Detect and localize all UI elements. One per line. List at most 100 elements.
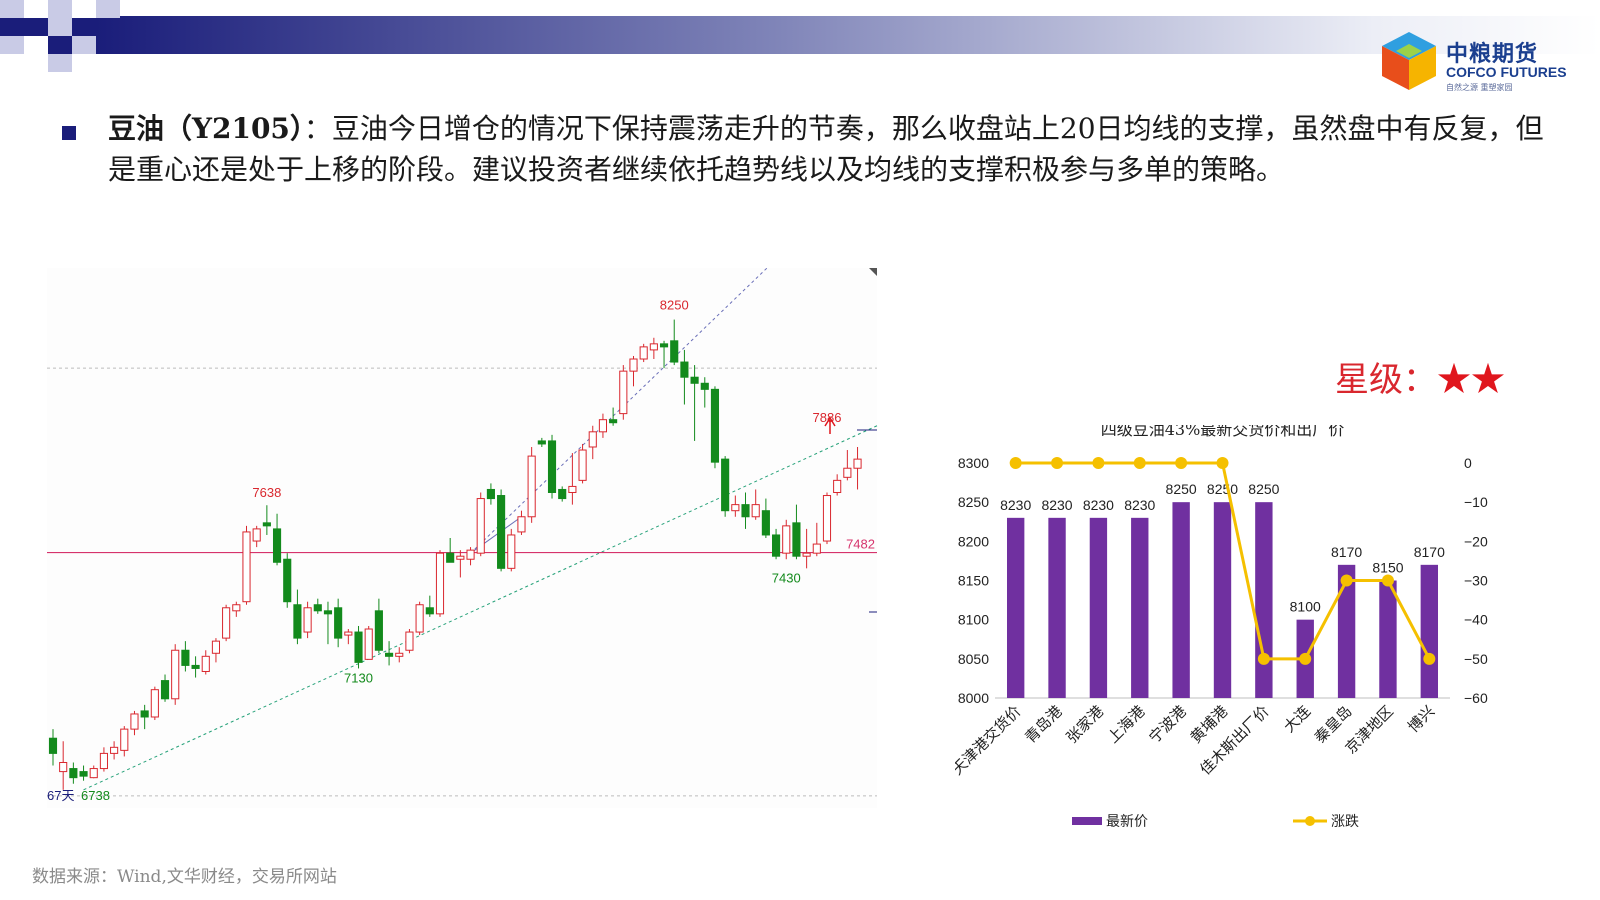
chart-background bbox=[47, 268, 877, 808]
change-point bbox=[1216, 457, 1229, 469]
bar-data-label: 8170 bbox=[1331, 544, 1362, 560]
candle-body bbox=[303, 607, 312, 633]
label-high: 8250 bbox=[660, 298, 689, 313]
candle-body bbox=[69, 768, 78, 779]
bar-data-label: 8250 bbox=[1248, 481, 1279, 497]
candle-body bbox=[110, 746, 119, 754]
trend-line-lower bbox=[83, 425, 878, 791]
bar-data-label: 8250 bbox=[1166, 481, 1197, 497]
up-arrow-icon bbox=[824, 416, 836, 434]
x-category-label: 宁波港 bbox=[1145, 702, 1190, 747]
candle-body bbox=[201, 655, 210, 672]
candle-body bbox=[772, 534, 781, 557]
change-point bbox=[1299, 652, 1312, 665]
y-left-tick-label: 8250 bbox=[958, 494, 989, 510]
candle-body bbox=[853, 458, 862, 469]
candle-body bbox=[293, 604, 302, 639]
bar bbox=[1213, 502, 1232, 698]
candle-body bbox=[690, 376, 699, 384]
candle-body bbox=[262, 522, 271, 527]
label-recent-low: 7430 bbox=[772, 570, 801, 585]
candle-body bbox=[670, 340, 679, 363]
change-point bbox=[1423, 652, 1436, 665]
legend-bar-label: 最新价 bbox=[1106, 814, 1148, 830]
candle-body bbox=[792, 522, 801, 557]
candle-body bbox=[547, 440, 557, 493]
bar bbox=[1379, 580, 1397, 698]
change-point bbox=[1009, 457, 1022, 469]
candle-body bbox=[79, 771, 88, 777]
candle-body bbox=[120, 728, 129, 751]
candle-body bbox=[252, 528, 261, 542]
change-point bbox=[1133, 457, 1146, 469]
bar bbox=[1006, 517, 1025, 698]
candle-body bbox=[527, 455, 536, 518]
candle-body bbox=[48, 737, 58, 754]
change-point bbox=[1051, 457, 1064, 469]
bar-data-label: 8150 bbox=[1372, 560, 1403, 576]
cofco-cube-icon bbox=[1382, 32, 1436, 90]
candle-body bbox=[609, 419, 618, 424]
bar-data-label: 8230 bbox=[1083, 497, 1114, 513]
candle-body bbox=[731, 504, 740, 512]
y-left-tick-label: 8300 bbox=[958, 455, 989, 471]
candle-body bbox=[843, 467, 852, 478]
x-category-label: 天津港交货价 bbox=[955, 702, 1025, 778]
x-category-label: 上海港 bbox=[1104, 702, 1149, 747]
candle-body bbox=[232, 604, 241, 612]
candle-body bbox=[751, 504, 760, 518]
bar bbox=[1420, 564, 1439, 698]
trend-line-upper bbox=[470, 268, 768, 554]
candle-body bbox=[782, 525, 791, 554]
change-point bbox=[1381, 574, 1394, 587]
legend-line-marker bbox=[1305, 816, 1315, 826]
candle-body bbox=[446, 552, 455, 563]
y-right-tick-label: −50 bbox=[1464, 651, 1488, 667]
y-left-tick-label: 8200 bbox=[958, 533, 989, 549]
candle-body bbox=[344, 631, 353, 636]
rating: 星级：★★ bbox=[1335, 352, 1505, 401]
candle-body bbox=[507, 534, 516, 569]
bullet-square bbox=[62, 126, 76, 140]
x-category-label: 青岛港 bbox=[1021, 702, 1066, 747]
candle-body bbox=[568, 485, 577, 493]
bar-data-label: 8230 bbox=[1124, 497, 1155, 513]
x-category-label: 张家港 bbox=[1063, 702, 1108, 747]
cofco-logo: 中粮期货 COFCO FUTURES 自然之源 重塑家园 bbox=[1378, 30, 1578, 100]
kline-chart: 7482 8250 7638 7130 7886 7430 67天 6738 bbox=[47, 268, 907, 808]
logo-slogan: 自然之源 重塑家园 bbox=[1446, 83, 1513, 92]
candle-body bbox=[588, 431, 597, 448]
bar bbox=[1048, 517, 1066, 698]
y-left-tick-label: 8000 bbox=[958, 690, 989, 706]
candle-body bbox=[160, 680, 170, 700]
header-band bbox=[0, 0, 1600, 72]
candle-body bbox=[833, 479, 842, 493]
candle-body bbox=[89, 768, 98, 779]
label-start-prefix: 67天 bbox=[47, 788, 74, 803]
analysis-title: 豆油（Y2105） bbox=[108, 112, 304, 145]
candle-body bbox=[425, 607, 434, 615]
candle-body bbox=[598, 419, 608, 433]
candle-body bbox=[191, 664, 200, 669]
candle-body bbox=[150, 689, 159, 718]
bar bbox=[1089, 517, 1108, 698]
candle-body bbox=[558, 488, 567, 500]
price-bar-chart: 四级豆油43%最新交货价和出厂价 8000 8050 8100 8150 8200 8250… bbox=[955, 425, 1488, 830]
candle-body bbox=[537, 440, 546, 445]
candle-body bbox=[283, 558, 292, 603]
logo-english: COFCO FUTURES bbox=[1446, 64, 1567, 80]
candle-body bbox=[517, 516, 526, 533]
candle-body bbox=[405, 631, 414, 651]
candle-body bbox=[354, 631, 363, 663]
candle-body bbox=[710, 388, 720, 463]
label-low-mid: 7130 bbox=[344, 670, 373, 685]
y-left-tick-label: 8050 bbox=[958, 651, 989, 667]
candle-body bbox=[99, 752, 108, 770]
y-right-tick-label: −20 bbox=[1464, 533, 1488, 549]
y-left-tick-label: 8100 bbox=[958, 612, 989, 628]
candle-body bbox=[802, 552, 811, 557]
y-right-tick-label: −60 bbox=[1464, 690, 1488, 706]
candle-body bbox=[812, 543, 821, 554]
candle-body bbox=[272, 528, 282, 563]
candle-body bbox=[140, 710, 149, 718]
